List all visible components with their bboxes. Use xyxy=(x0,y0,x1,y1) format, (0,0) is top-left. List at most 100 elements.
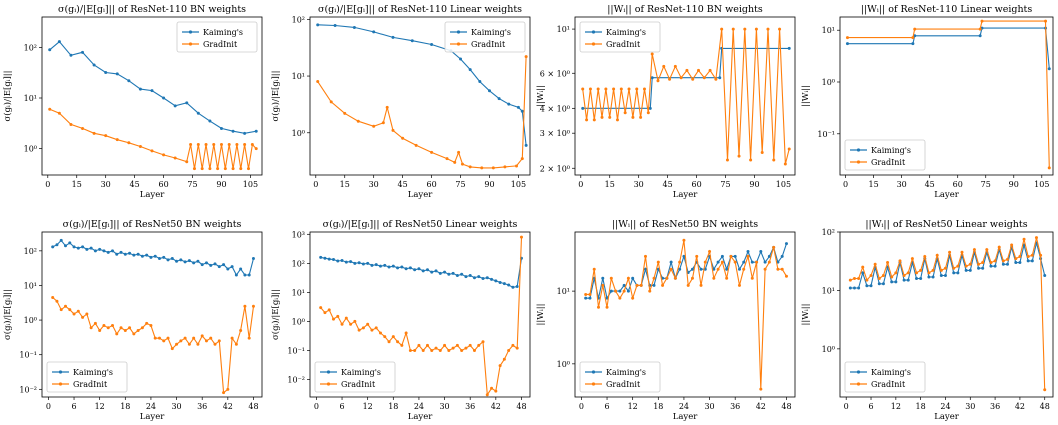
data-point xyxy=(511,343,515,347)
x-tick-label: 6 xyxy=(868,402,873,411)
data-point xyxy=(200,334,204,338)
data-point xyxy=(776,267,780,271)
data-point xyxy=(119,326,123,330)
x-axis-label: Layer xyxy=(673,190,699,200)
data-point xyxy=(673,64,677,68)
data-point xyxy=(443,270,447,274)
data-point xyxy=(507,348,511,352)
data-point xyxy=(643,267,647,271)
data-point xyxy=(584,296,588,300)
data-point xyxy=(845,42,849,46)
data-point xyxy=(648,106,652,110)
data-point xyxy=(234,342,238,346)
data-point xyxy=(222,263,226,267)
data-point xyxy=(714,77,718,81)
y-tick-label: 10⁰ xyxy=(292,317,305,326)
data-point xyxy=(697,68,701,72)
data-point xyxy=(608,115,612,119)
data-point xyxy=(247,336,251,340)
series-0 xyxy=(316,23,528,147)
data-point xyxy=(430,150,434,154)
data-point xyxy=(175,259,179,263)
data-point xyxy=(902,274,906,278)
x-tick-label: 48 xyxy=(248,402,258,411)
legend: Kaiming's GradInit xyxy=(844,139,926,171)
y-tick-label: 10⁰ xyxy=(292,129,305,138)
data-point xyxy=(173,156,177,160)
data-point xyxy=(401,136,405,140)
data-point xyxy=(1047,67,1051,71)
data-point xyxy=(453,160,457,164)
data-point xyxy=(250,143,254,147)
data-point xyxy=(498,280,502,284)
data-point xyxy=(494,279,498,283)
x-tick-label: 105 xyxy=(776,180,791,189)
data-point xyxy=(956,271,960,275)
data-point xyxy=(767,260,771,264)
data-point xyxy=(848,286,852,290)
chart-title: ||Wᵢ|| of ResNet50 Linear weights xyxy=(865,219,1027,230)
data-point xyxy=(227,143,231,147)
y-tick-label: 10² xyxy=(24,43,37,52)
data-point xyxy=(192,336,196,340)
data-point xyxy=(507,102,511,106)
data-point xyxy=(652,283,656,287)
data-point xyxy=(149,323,153,327)
y-tick-label: 10¹ xyxy=(292,72,305,81)
y-axis-label: ||Wᵢ|| xyxy=(801,304,811,326)
data-point xyxy=(873,262,877,266)
data-point xyxy=(725,267,729,271)
series-1 xyxy=(316,55,528,170)
x-tick-label: 0 xyxy=(844,402,849,411)
data-point xyxy=(381,121,385,125)
chart-panel-2: ||Wᵢ|| of ResNet-110 BN weights 0 15 30 45 60… xyxy=(536,4,796,200)
data-point xyxy=(737,283,741,287)
y-tick-label: 10⁰ xyxy=(24,316,37,325)
data-point xyxy=(669,267,673,271)
series-1 xyxy=(48,107,258,171)
data-point xyxy=(784,242,788,246)
data-point xyxy=(772,245,776,249)
x-tick-label: 12 xyxy=(628,402,638,411)
y-tick-label: 10¹ xyxy=(24,94,37,103)
data-point xyxy=(514,164,518,168)
x-tick-label: 18 xyxy=(120,402,130,411)
data-point xyxy=(646,111,650,115)
x-tick-label: 0 xyxy=(578,180,583,189)
data-point xyxy=(865,284,869,288)
y-tick-label: 10¹ xyxy=(24,281,37,290)
chart-panel-4: σ(gᵢ)/|E[gᵢ]|| of ResNet50 BN weights 0 6 1… xyxy=(2,219,263,422)
legend-label: Kaiming's xyxy=(606,28,646,37)
data-point xyxy=(622,283,626,287)
data-point xyxy=(718,76,722,80)
data-point xyxy=(665,276,669,280)
data-point xyxy=(956,264,960,268)
data-point xyxy=(746,250,750,254)
data-point xyxy=(175,342,179,346)
data-point xyxy=(72,312,76,316)
data-point xyxy=(725,276,729,280)
legend-label: Kaiming's xyxy=(871,368,911,377)
legend-label: Kaiming's xyxy=(871,146,911,155)
chart-title: σ(gᵢ)/|E[gᵢ]|| of ResNet-110 BN weights xyxy=(58,4,246,15)
data-point xyxy=(460,348,464,352)
data-point xyxy=(162,255,166,259)
y-tick-label: 10³ xyxy=(292,230,305,239)
data-point xyxy=(185,101,189,105)
data-point xyxy=(413,268,417,272)
y-tick-label: 10¹ xyxy=(822,286,835,295)
data-point xyxy=(352,25,356,29)
data-point xyxy=(430,43,434,47)
data-point xyxy=(691,77,695,81)
data-point xyxy=(153,254,157,258)
data-point xyxy=(902,278,906,282)
data-point xyxy=(404,331,408,335)
data-point xyxy=(869,284,873,288)
data-point xyxy=(102,249,106,253)
data-point xyxy=(894,271,898,275)
data-point xyxy=(877,277,881,281)
data-point xyxy=(216,167,220,171)
data-point xyxy=(1030,259,1034,263)
legend: Kaiming's GradInit xyxy=(579,21,661,53)
data-point xyxy=(331,317,335,321)
